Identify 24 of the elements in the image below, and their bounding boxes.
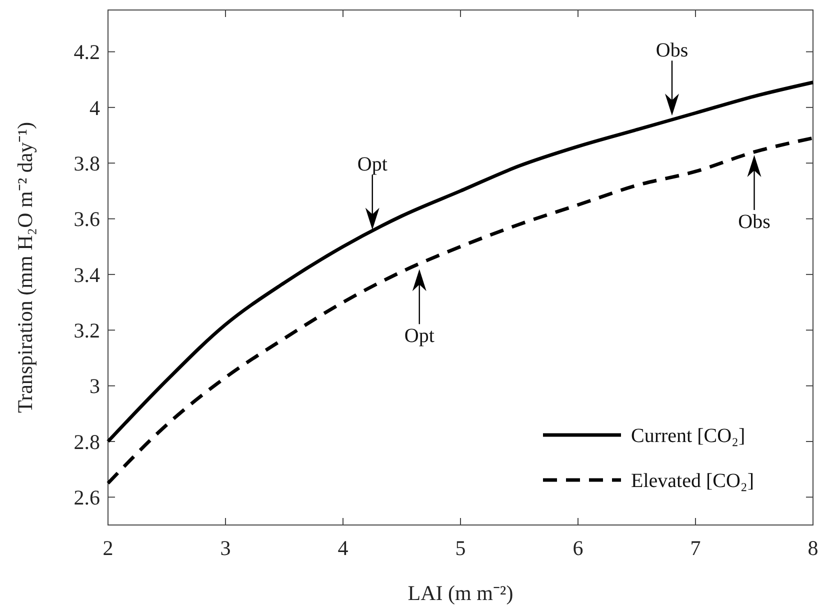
x-tick-label: 8: [808, 536, 818, 560]
y-tick-label: 3.4: [74, 262, 100, 287]
y-tick-label: 3.6: [74, 207, 100, 232]
y-tick-label: 4.2: [74, 40, 100, 64]
annotation: Opt: [404, 325, 435, 348]
y-tick-label: 3.2: [74, 318, 100, 342]
x-tick-label: 6: [572, 536, 584, 560]
annotation: Obs: [738, 210, 771, 233]
x-tick-label: 2: [102, 536, 114, 560]
x-tick-label: 7: [690, 536, 701, 560]
y-tick-label: 3: [90, 374, 100, 398]
y-tick-label: 2.8: [74, 430, 100, 454]
annotation: Opt: [357, 154, 388, 176]
annotation: Obs: [656, 40, 688, 62]
y-axis-title: Transpiration (mm H₂O m⁻² day⁻¹): [13, 122, 37, 413]
y-tick-label: 4: [90, 96, 100, 120]
y-tick-label: 3.8: [74, 151, 100, 176]
y-tick-label: 2.6: [74, 486, 100, 510]
x-tick-label: 3: [220, 536, 231, 560]
x-axis-title: LAI (m m⁻²): [408, 581, 514, 605]
legend-label: Current [CO₂]: [631, 425, 746, 447]
legend-label: Elevated [CO₂]: [631, 470, 754, 492]
x-tick-label: 5: [455, 536, 466, 560]
x-tick-label: 4: [338, 536, 349, 560]
